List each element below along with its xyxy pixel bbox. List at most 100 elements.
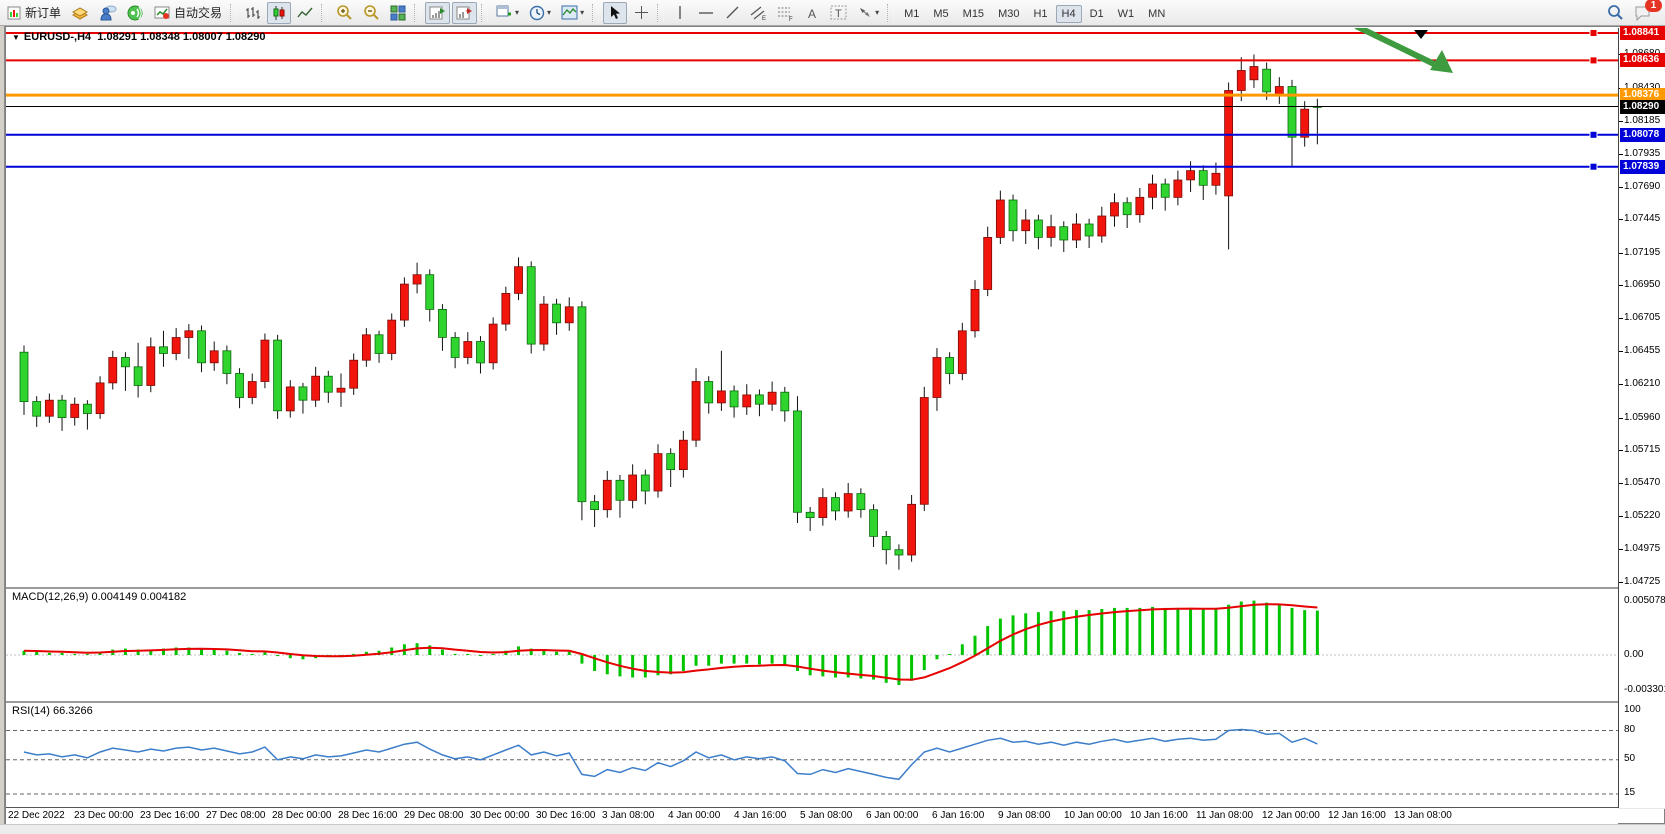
rsi-panel-canvas[interactable] — [6, 703, 1618, 808]
books-icon — [71, 5, 89, 21]
timeframe-d1-button[interactable]: D1 — [1089, 7, 1104, 20]
signal-icon — [127, 5, 144, 21]
chart-shift-button[interactable] — [452, 1, 478, 24]
zoom-out-button[interactable] — [359, 2, 384, 24]
date-tick-label: 4 Jan 00:00 — [668, 810, 721, 821]
timeframe-h4-button[interactable]: H4 — [1055, 4, 1082, 23]
text-tool-button[interactable]: A — [800, 2, 824, 24]
date-tick-label: 3 Jan 08:00 — [602, 810, 655, 821]
window-edge — [0, 26, 5, 833]
date-tick-label: 10 Jan 00:00 — [1064, 810, 1122, 821]
notification-badge: 1 — [1645, 0, 1662, 12]
rsi-indicator-label: RSI(14) 66.3266 — [12, 705, 93, 717]
arrows-tool-button[interactable]: ▾ — [853, 2, 883, 24]
horizontal-line-tool-button[interactable] — [694, 2, 718, 24]
equidistant-channel-tool-button[interactable]: E — [746, 2, 771, 24]
svg-text:T: T — [835, 8, 842, 20]
price-tick-label: 1.05470 — [1624, 477, 1661, 488]
timeframe-group: M1 M5 M15 M30 H1 H4 D1 W1 MN — [897, 4, 1172, 23]
candlestick-mode-button[interactable] — [267, 1, 292, 24]
line-chart-mode-button[interactable] — [293, 2, 317, 24]
toolbar-separator — [321, 3, 329, 22]
toolbar-separator — [414, 3, 422, 22]
timeframe-w1-button[interactable]: W1 — [1117, 7, 1135, 20]
tile-windows-button[interactable] — [386, 2, 410, 24]
templates-button[interactable]: ▾ — [557, 2, 588, 24]
price-line-badge: 1.08290 — [1620, 100, 1665, 114]
date-tick-label: 6 Jan 00:00 — [866, 810, 919, 821]
fibonacci-tool-button[interactable]: F — [773, 2, 798, 24]
zoom-in-button[interactable] — [332, 2, 357, 24]
new-chart-icon — [496, 5, 513, 21]
date-tick-label: 29 Dec 08:00 — [404, 810, 464, 821]
new-order-label: 新订单 — [25, 6, 62, 20]
bar-chart-icon — [245, 5, 261, 21]
timeframe-mn-button[interactable]: MN — [1148, 7, 1166, 20]
vertical-line-tool-button[interactable] — [668, 2, 692, 24]
price-line-badge: 1.08078 — [1620, 128, 1665, 142]
date-tick-label: 28 Dec 16:00 — [338, 810, 398, 821]
trendline-tool-button[interactable] — [720, 2, 744, 24]
signals-button[interactable] — [123, 2, 148, 24]
axis-tick-mark — [1619, 187, 1623, 188]
line-chart-icon — [297, 5, 313, 21]
cursor-icon — [608, 5, 622, 20]
search-icon — [1607, 4, 1624, 21]
axis-tick-mark — [1619, 121, 1623, 122]
macd-panel-canvas[interactable] — [6, 589, 1618, 701]
date-tick-label: 5 Jan 08:00 — [800, 810, 853, 821]
price-tick-label: 1.06705 — [1624, 312, 1661, 323]
dropdown-caret-icon: ▾ — [515, 8, 520, 17]
person-cloud-icon — [99, 5, 117, 21]
toolbar-separator — [481, 3, 489, 22]
search-button[interactable] — [1603, 2, 1628, 24]
cursor-tool-button[interactable] — [603, 1, 628, 24]
dropdown-caret-icon: ▾ — [547, 8, 552, 17]
tile-windows-icon — [390, 5, 406, 21]
history-center-button[interactable] — [67, 2, 93, 24]
price-tick-label: 1.05220 — [1624, 510, 1661, 521]
new-order-button[interactable]: 新订单 — [3, 2, 65, 24]
status-strip — [0, 824, 1665, 834]
auto-trading-button[interactable]: 自动交易 — [150, 2, 226, 24]
arrows-icon — [857, 5, 873, 20]
date-tick-label: 9 Jan 08:00 — [998, 810, 1051, 821]
text-label-icon: T — [830, 5, 847, 20]
timeframe-m30-button[interactable]: M30 — [998, 7, 1020, 20]
notifications-button[interactable]: 1 — [1630, 0, 1662, 24]
rsi-axis-label: 50 — [1624, 753, 1636, 764]
timeframe-m1-button[interactable]: M1 — [904, 7, 920, 20]
chart-title: ▼ EURUSD-,H4 1.08291 1.08348 1.08007 1.08… — [12, 31, 266, 43]
date-tick-label: 12 Jan 00:00 — [1262, 810, 1320, 821]
main-chart-canvas[interactable] — [6, 28, 1618, 587]
timeframe-h1-button[interactable]: H1 — [1033, 7, 1048, 20]
auto-scroll-button[interactable] — [425, 1, 451, 24]
crosshair-icon — [634, 5, 649, 20]
price-tick-label: 1.07935 — [1624, 148, 1661, 159]
axis-tick-mark — [1619, 351, 1623, 352]
timeframe-m15-button[interactable]: M15 — [962, 7, 985, 20]
toolbar-separator — [887, 3, 895, 22]
timeframe-m5-button[interactable]: M5 — [933, 7, 949, 20]
price-tick-label: 1.05960 — [1624, 412, 1661, 423]
bar-chart-mode-button[interactable] — [241, 2, 265, 24]
price-line-badge: 1.08636 — [1620, 53, 1665, 67]
periods-button[interactable]: ▾ — [525, 2, 555, 24]
price-line-badge: 1.08376 — [1620, 88, 1665, 102]
price-axis[interactable]: 1.086801.084301.081851.079351.076901.074… — [1618, 26, 1665, 808]
date-tick-label: 23 Dec 00:00 — [74, 810, 134, 821]
auto-trading-label: 自动交易 — [174, 6, 223, 20]
axis-tick-mark — [1619, 253, 1623, 254]
community-button[interactable] — [95, 2, 121, 24]
crosshair-tool-button[interactable] — [629, 2, 653, 24]
text-label-tool-button[interactable]: T — [826, 2, 851, 24]
axis-tick-mark — [1619, 483, 1623, 484]
macd-indicator-label: MACD(12,26,9) 0.004149 0.004182 — [12, 591, 187, 603]
price-tick-label: 1.06210 — [1624, 378, 1661, 389]
chart-symbol-period: EURUSD-,H4 — [23, 31, 92, 43]
date-axis[interactable]: 22 Dec 2022 23 Dec 00:00 23 Dec 16:00 27 De… — [6, 808, 1618, 824]
date-tick-label: 10 Jan 16:00 — [1130, 810, 1188, 821]
rsi-axis-label: 80 — [1624, 724, 1636, 735]
axis-tick-mark — [1619, 549, 1623, 550]
new-chart-button[interactable]: ▾ — [492, 2, 523, 24]
